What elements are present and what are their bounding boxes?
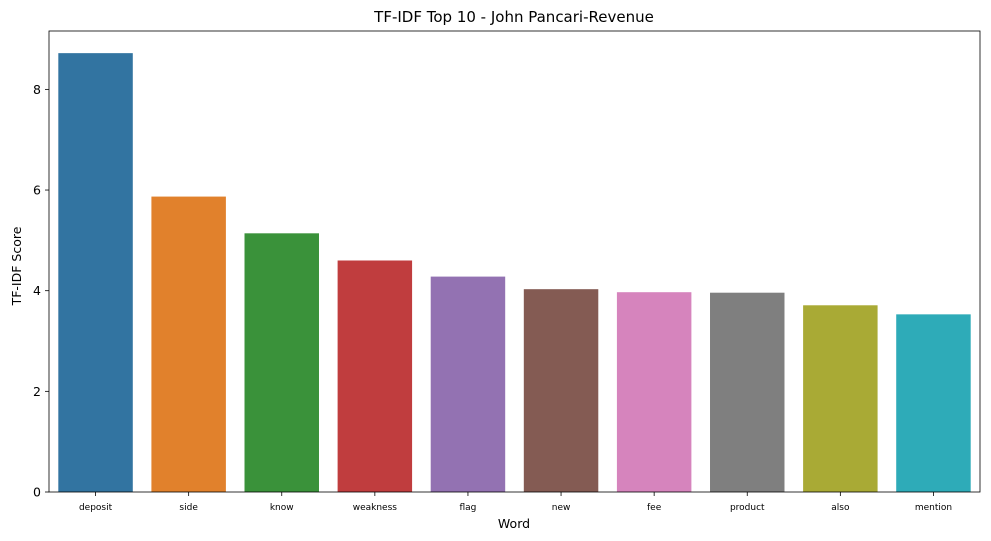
x-tick-label: also — [831, 503, 850, 513]
y-axis-ticks: 0 2 4 6 8 — [33, 82, 49, 500]
bar-flag — [430, 276, 506, 492]
y-tick-label: 8 — [33, 82, 41, 97]
plot-frame — [48, 30, 981, 493]
y-tick-label: 0 — [33, 485, 41, 500]
bar-side — [151, 196, 226, 492]
x-tick-label: weakness — [353, 503, 398, 513]
x-axis-ticks: deposit side know weakness flag new fee product… — [79, 492, 952, 513]
bar-also — [803, 305, 878, 492]
bar-product — [710, 292, 785, 492]
y-tick-label: 2 — [33, 384, 41, 399]
x-tick-label: fee — [647, 503, 662, 513]
bar-deposit — [58, 53, 133, 492]
x-tick-label: mention — [915, 503, 952, 513]
y-tick-label: 4 — [33, 283, 41, 298]
x-tick-label: deposit — [79, 503, 113, 513]
x-tick-label: know — [270, 503, 294, 513]
bars-group — [58, 53, 971, 492]
x-axis-label: Word — [498, 516, 530, 531]
x-tick-label: side — [179, 503, 198, 513]
bar-new — [523, 289, 599, 492]
x-tick-label: new — [552, 503, 571, 513]
y-tick-label: 6 — [33, 183, 41, 198]
chart-title: TF-IDF Top 10 - John Pancari-Revenue — [373, 8, 654, 26]
bar-mention — [896, 314, 971, 492]
bar-weakness — [337, 260, 413, 492]
x-tick-label: product — [730, 503, 765, 513]
y-axis-label: TF-IDF Score — [9, 226, 24, 306]
bar-know — [244, 233, 319, 492]
bar-fee — [616, 292, 692, 492]
x-tick-label: flag — [459, 503, 476, 513]
